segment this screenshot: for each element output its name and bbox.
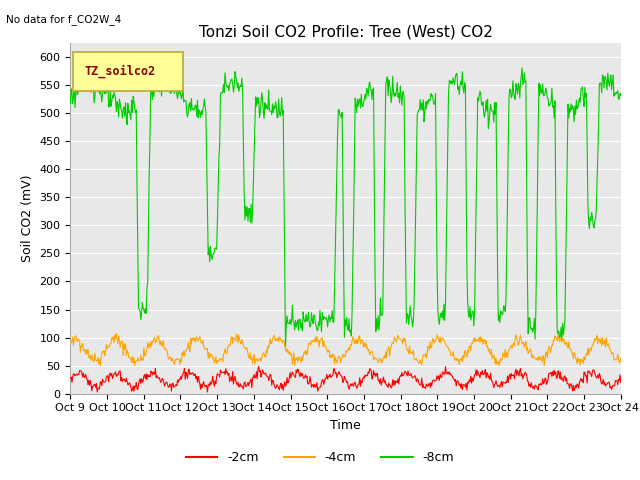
- Text: No data for f_CO2W_4: No data for f_CO2W_4: [6, 14, 122, 25]
- Y-axis label: Soil CO2 (mV): Soil CO2 (mV): [21, 175, 34, 262]
- Text: TZ_soilco2: TZ_soilco2: [84, 64, 156, 78]
- Legend: -2cm, -4cm, -8cm: -2cm, -4cm, -8cm: [181, 446, 459, 469]
- FancyBboxPatch shape: [73, 52, 183, 91]
- Title: Tonzi Soil CO2 Profile: Tree (West) CO2: Tonzi Soil CO2 Profile: Tree (West) CO2: [198, 24, 493, 39]
- X-axis label: Time: Time: [330, 419, 361, 432]
